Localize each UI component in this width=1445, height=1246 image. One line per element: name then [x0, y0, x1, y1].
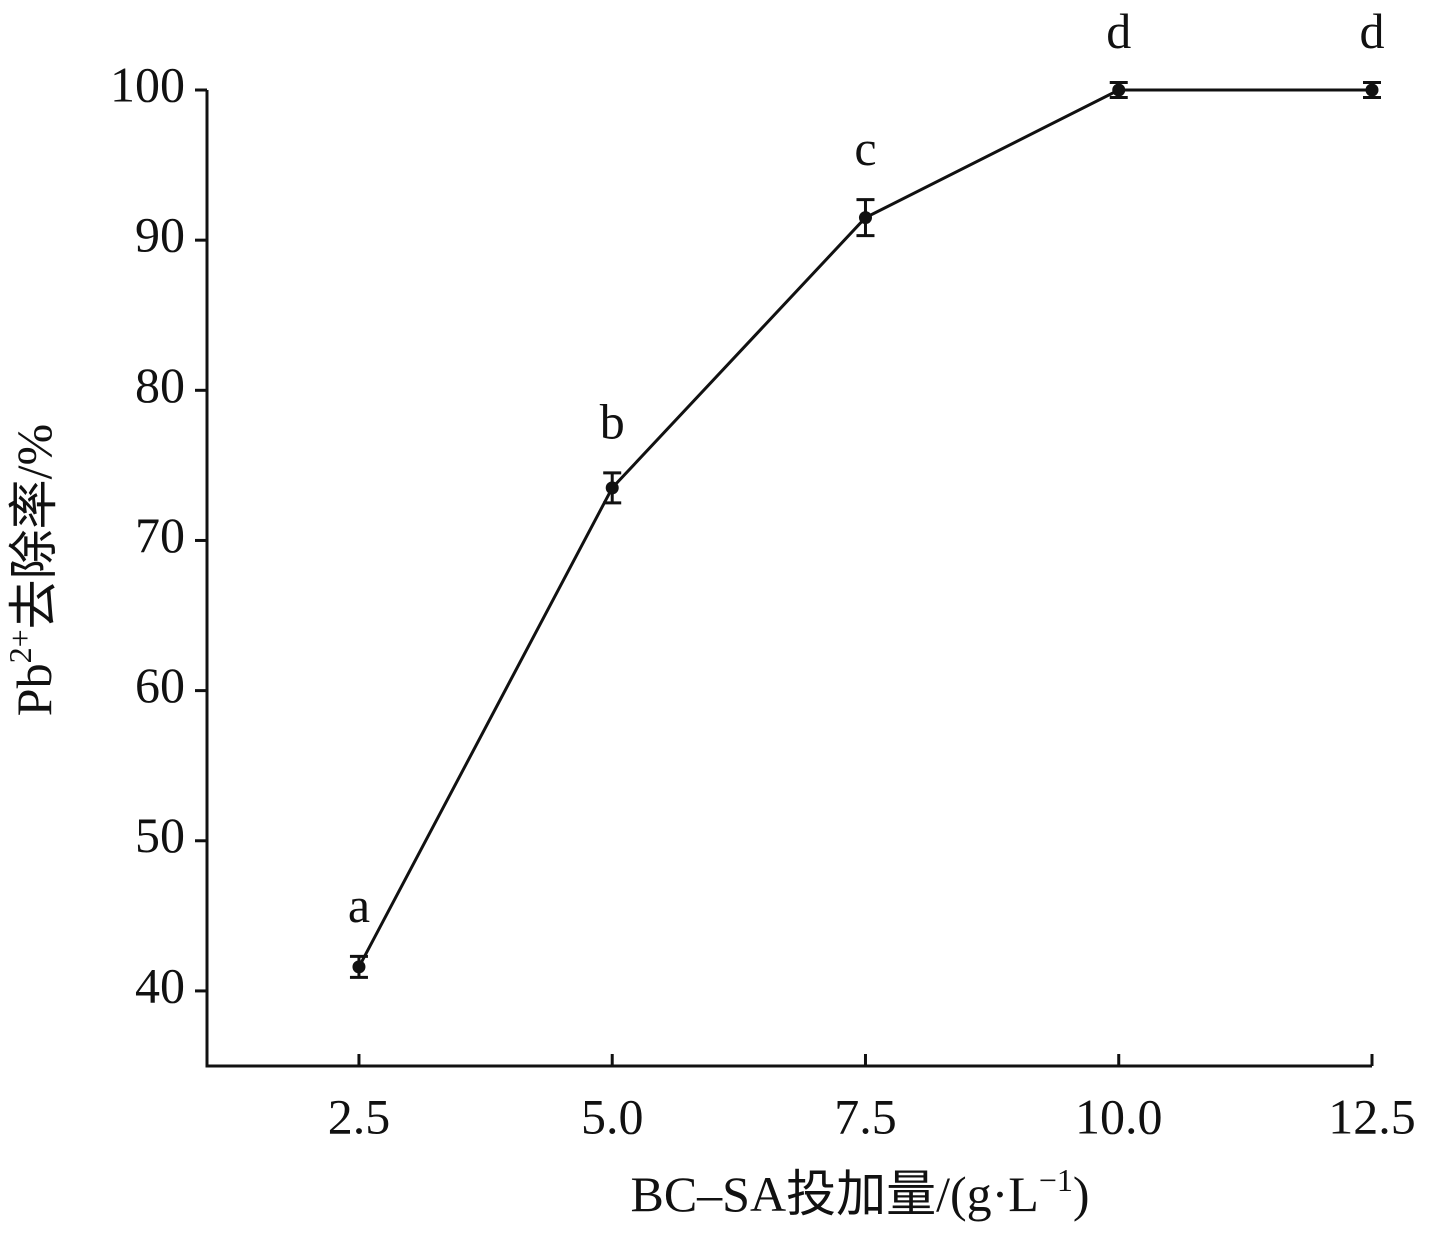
y-tick-label: 90	[135, 207, 185, 263]
y-label-text: Pb	[6, 663, 62, 716]
data-point	[352, 960, 366, 974]
data-point	[1112, 83, 1126, 97]
y-label-superscript: 2+	[2, 629, 38, 663]
y-tick-label: 50	[135, 807, 185, 863]
axes	[205, 90, 1372, 1068]
data-point	[1365, 83, 1379, 97]
x-tick-label: 5.0	[581, 1088, 644, 1144]
y-tick-label: 40	[135, 957, 185, 1013]
x-axis-label: BC–SA投加量/(g·L−1)	[630, 1162, 1089, 1222]
data-point	[605, 481, 619, 495]
x-tick-label: 10.0	[1075, 1088, 1163, 1144]
significance-label: a	[348, 877, 370, 933]
x-tick-label: 12.5	[1328, 1088, 1416, 1144]
y-tick-label: 80	[135, 357, 185, 413]
y-label-text: 去除率/%	[6, 424, 62, 630]
significance-label: b	[600, 393, 625, 449]
x-tick-label: 2.5	[328, 1088, 391, 1144]
significance-label: c	[854, 120, 876, 176]
y-tick-label: 70	[135, 507, 185, 563]
significance-label: d	[1360, 3, 1385, 59]
x-label-superscript: −1	[1039, 1162, 1073, 1198]
x-tick-label: 7.5	[834, 1088, 897, 1144]
y-tick-label: 60	[135, 657, 185, 713]
y-axis-label: Pb2+去除率/%	[2, 424, 62, 716]
x-label-text: )	[1073, 1166, 1090, 1222]
y-tick-label: 100	[110, 56, 185, 112]
x-label-text: BC–SA投加量/(g·L	[630, 1166, 1038, 1222]
data-point	[858, 211, 872, 225]
significance-label: d	[1106, 3, 1131, 59]
